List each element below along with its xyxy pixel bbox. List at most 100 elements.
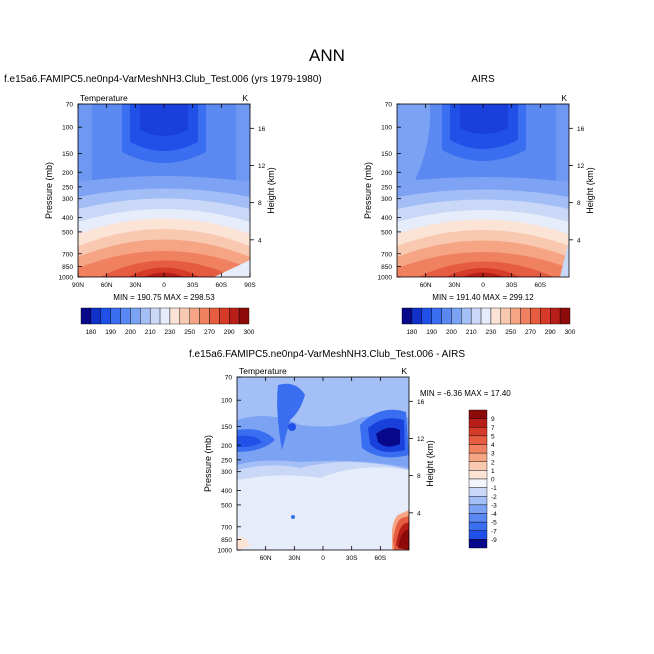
stats-model: MIN = 190.75 MAX = 298.53 — [113, 293, 215, 302]
right-axis-label: Height (km) — [266, 167, 276, 214]
colorbar-diff-swatch — [468, 496, 488, 506]
colorbar-airs-label: 190 — [426, 329, 437, 336]
right-tick-label: 16 — [577, 126, 585, 133]
y-tick-label: 300 — [62, 196, 73, 203]
right-axis-label: Height (km) — [425, 440, 435, 487]
colorbar-model-swatch — [169, 307, 181, 325]
x-tick-label: 30S — [506, 282, 518, 289]
colorbar-airs-swatch — [530, 307, 541, 325]
x-tick-label: 30S — [346, 555, 358, 562]
colorbar-model-swatch — [238, 307, 250, 325]
colorbar-model-swatch — [140, 307, 151, 325]
colorbar-diff-swatch — [468, 444, 488, 454]
panel-model-title: f.e15a6.FAMIPC5.ne0np4-VarMeshNH3.Club_T… — [4, 74, 322, 85]
stats-diff: MIN = -6.36 MAX = 17.40 — [420, 389, 511, 398]
stats-airs: MIN = 191.40 MAX = 299.12 — [432, 293, 534, 302]
colorbar-model-swatch — [100, 307, 111, 325]
right-tick-label: 16 — [417, 399, 425, 406]
colorbar-model-label: 200 — [125, 329, 136, 336]
right-tick-label: 12 — [417, 436, 425, 443]
panel-diff: f.e15a6.FAMIPC5.ne0np4-VarMeshNH3.Club_T… — [189, 349, 465, 551]
x-tick-label: 60S — [216, 282, 228, 289]
y-tick-label: 400 — [62, 215, 73, 222]
colorbar-diff-swatch — [468, 504, 488, 514]
colorbar-diff-label: 5 — [491, 433, 495, 440]
x-tick-label: 90N — [72, 282, 84, 289]
colorbar-airs-label: 230 — [486, 329, 497, 336]
colorbar-diff-swatch — [468, 521, 488, 531]
panel-airs-title: AIRS — [471, 74, 495, 85]
colorbar-model-swatch — [120, 307, 131, 325]
colorbar-airs-label: 290 — [545, 329, 556, 336]
colorbar-airs-swatch — [559, 307, 571, 325]
colorbar-diff-swatch — [468, 487, 488, 497]
panel-airs: AIRS — [396, 74, 570, 278]
y-tick-label: 100 — [221, 398, 232, 405]
y-tick-label: 1000 — [218, 548, 233, 555]
colorbar-diff-swatch — [468, 539, 488, 549]
right-tick-label: 8 — [258, 200, 262, 207]
figure-title: ANN — [309, 46, 345, 65]
colorbar-diff-swatch — [468, 513, 488, 523]
x-tick-label: 0 — [321, 555, 325, 562]
x-tick-label: 60S — [375, 555, 387, 562]
y-tick-label: 500 — [381, 229, 392, 236]
colorbar-model-swatch — [189, 307, 200, 325]
colorbar-diff-label: -5 — [491, 520, 497, 527]
x-tick-label: 30N — [129, 282, 141, 289]
colorbar-diff-swatch — [468, 478, 488, 488]
colorbar-airs-label: 210 — [466, 329, 477, 336]
colorbar-model-swatch — [199, 307, 210, 325]
colorbar-diff-label: -3 — [491, 502, 497, 509]
x-tick-label: 30N — [288, 555, 300, 562]
right-tick-label: 4 — [258, 237, 262, 244]
colorbar-airs-swatch — [421, 307, 432, 325]
colorbar-airs-swatch — [401, 307, 413, 325]
units-label: K — [242, 93, 248, 103]
y-tick-label: 700 — [381, 251, 392, 258]
colorbar-airs-swatch — [461, 307, 472, 325]
colorbar-model-swatch — [149, 307, 161, 325]
y-tick-label: 150 — [221, 424, 232, 431]
colorbar-diff-swatch — [468, 435, 488, 445]
y-tick-label: 150 — [62, 151, 73, 158]
colorbar-airs-swatch — [490, 307, 502, 325]
colorbar-model-label: 190 — [105, 329, 116, 336]
colorbar-diff-label: 2 — [491, 459, 495, 466]
colorbar-model-swatch — [219, 307, 230, 325]
field-label: Temperature — [80, 93, 128, 103]
colorbar-airs-swatch — [431, 307, 442, 325]
y-tick-label: 70 — [66, 102, 74, 109]
y-tick-label: 850 — [221, 537, 232, 544]
y-tick-label: 200 — [221, 443, 232, 450]
y-tick-label: 850 — [381, 264, 392, 271]
x-tick-label: 90S — [244, 282, 256, 289]
colorbar-model-label: 250 — [184, 329, 195, 336]
colorbar-model-swatch — [90, 307, 101, 325]
y-tick-label: 1000 — [59, 275, 74, 282]
colorbar-airs-swatch — [470, 307, 482, 325]
field-label: Temperature — [239, 366, 287, 376]
colorbar-diff-label: 4 — [491, 442, 495, 449]
y-tick-label: 400 — [221, 488, 232, 495]
colorbar-airs-label: 300 — [565, 329, 576, 336]
colorbar-model-swatch — [209, 307, 220, 325]
right-tick-label: 12 — [258, 163, 266, 170]
y-tick-label: 70 — [385, 102, 393, 109]
y-tick-label: 100 — [381, 125, 392, 132]
colorbar-airs-swatch — [510, 307, 521, 325]
colorbar-airs-swatch — [500, 307, 511, 325]
y-tick-label: 1000 — [378, 275, 393, 282]
colorbar-model-swatch — [130, 307, 141, 325]
units-label: K — [401, 366, 407, 376]
colorbar-model-swatch — [229, 307, 240, 325]
colorbar-diff-swatch — [468, 530, 488, 540]
colorbar-airs-swatch — [451, 307, 462, 325]
colorbar-diff-label: -1 — [491, 485, 497, 492]
y-tick-label: 700 — [221, 524, 232, 531]
colorbar-diff-swatch — [468, 452, 488, 462]
right-axis-label: Height (km) — [585, 167, 595, 214]
colorbar-diff-swatch — [468, 427, 488, 437]
colorbar-airs-swatch — [550, 307, 561, 325]
